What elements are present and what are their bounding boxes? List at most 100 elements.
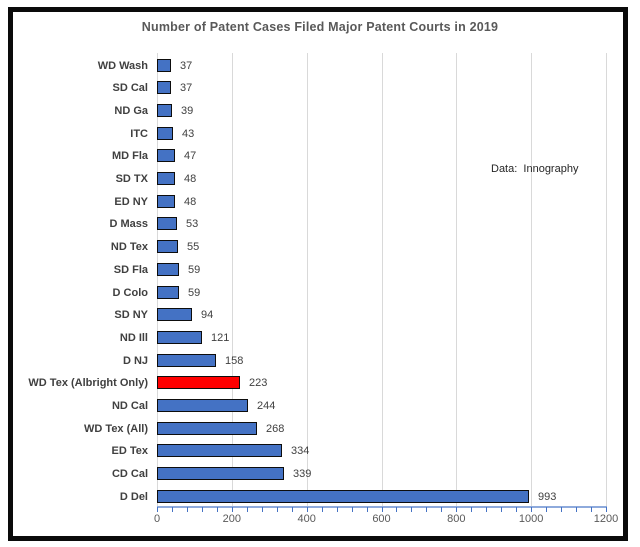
value-label: 37 [180,82,193,95]
x-axis-tick [157,507,158,512]
value-label: 43 [182,127,195,140]
x-axis-tick [441,507,443,512]
x-axis-tick [426,507,428,512]
category-label: WD Tex (All) [84,422,148,435]
bar [157,285,179,299]
bar [157,421,257,435]
x-axis-tick [471,507,473,512]
x-axis-tick [411,507,413,512]
value-label: 39 [181,104,194,117]
value-label: 223 [249,377,268,390]
x-axis-tick [576,507,578,512]
bar [157,194,175,208]
x-axis-tick [456,507,458,512]
category-label: D NJ [122,354,148,367]
x-axis-tick [291,507,293,512]
category-label: D Mass [109,218,148,231]
value-label: 94 [201,309,214,322]
x-gridline [606,53,607,506]
x-axis-tick-label: 800 [447,513,466,525]
value-label: 47 [184,150,197,163]
data-source-annotation: Data: Innography [491,163,579,175]
x-axis-tick [246,507,248,512]
x-axis-tick-label: 400 [297,513,316,525]
category-label: SD Fla [113,263,148,276]
x-axis-line [157,506,607,508]
bar [157,330,202,344]
bar [157,444,282,458]
x-gridline [531,53,533,506]
category-label: SD NY [114,309,148,322]
value-label: 158 [225,354,244,367]
category-label: ED NY [114,195,148,208]
value-label: 244 [257,400,276,412]
category-label: ND Ill [119,331,148,344]
x-gridline [231,53,233,506]
x-axis-tick [261,507,263,512]
chart-frame [8,7,628,541]
bar [157,103,172,117]
x-axis-tick [366,507,368,512]
value-label: 268 [266,422,285,435]
x-axis-tick-label: 200 [222,513,241,525]
bar [157,149,175,163]
x-gridline [306,53,308,506]
category-label: D Colo [112,286,148,299]
category-label: WD Tex (Albright Only) [28,377,148,390]
category-label: CD Cal [111,468,148,481]
x-axis-tick [561,507,563,512]
value-label: 37 [180,59,193,72]
x-gridline [456,53,458,506]
x-axis-tick [486,507,488,512]
bar [157,353,216,367]
value-label: 339 [293,468,312,481]
x-axis-tick-label: 0 [153,513,161,525]
bar [157,58,171,72]
x-axis-tick [186,507,188,512]
x-axis-tick [381,507,383,512]
x-axis-tick [606,507,607,512]
bar [157,126,173,140]
category-label: MD Fla [111,150,148,163]
value-label: 59 [188,263,201,276]
value-label: 59 [188,286,201,299]
value-label: 48 [184,173,197,185]
bar-highlight [157,376,240,390]
x-axis-tick [171,507,173,512]
x-axis-tick [321,507,323,512]
x-axis-tick-label: 1200 [593,513,619,525]
x-axis-tick [276,507,278,512]
value-label: 55 [187,241,200,254]
category-label: SD Cal [112,82,148,95]
chart-title: Number of Patent Cases Filed Major Paten… [141,20,499,34]
category-label: ITC [130,127,148,140]
x-axis-tick [216,507,218,512]
bar [157,240,178,254]
x-gridline [157,53,158,506]
category-label: SD TX [115,173,148,185]
bar [157,308,192,322]
bar [157,467,284,481]
category-label: WD Wash [97,59,148,72]
x-axis-tick [396,507,398,512]
x-axis-tick [501,507,503,512]
bar [157,81,171,95]
x-axis-tick [231,507,233,512]
x-axis-tick [201,507,203,512]
bar [157,399,248,412]
category-label: ED Tex [111,445,148,458]
value-label: 48 [184,195,197,208]
x-axis-tick-label: 600 [372,513,391,525]
x-axis-tick [531,507,533,512]
x-gridline [381,53,383,506]
value-label: 993 [538,490,557,503]
category-label: D Del [119,490,148,503]
x-axis-tick [336,507,338,512]
category-label: ND Tex [110,241,148,254]
x-axis-tick [306,507,308,512]
value-label: 334 [291,445,310,458]
x-axis-tick [351,507,353,512]
x-axis-tick [516,507,518,512]
bar [157,262,179,276]
bar [157,172,175,185]
